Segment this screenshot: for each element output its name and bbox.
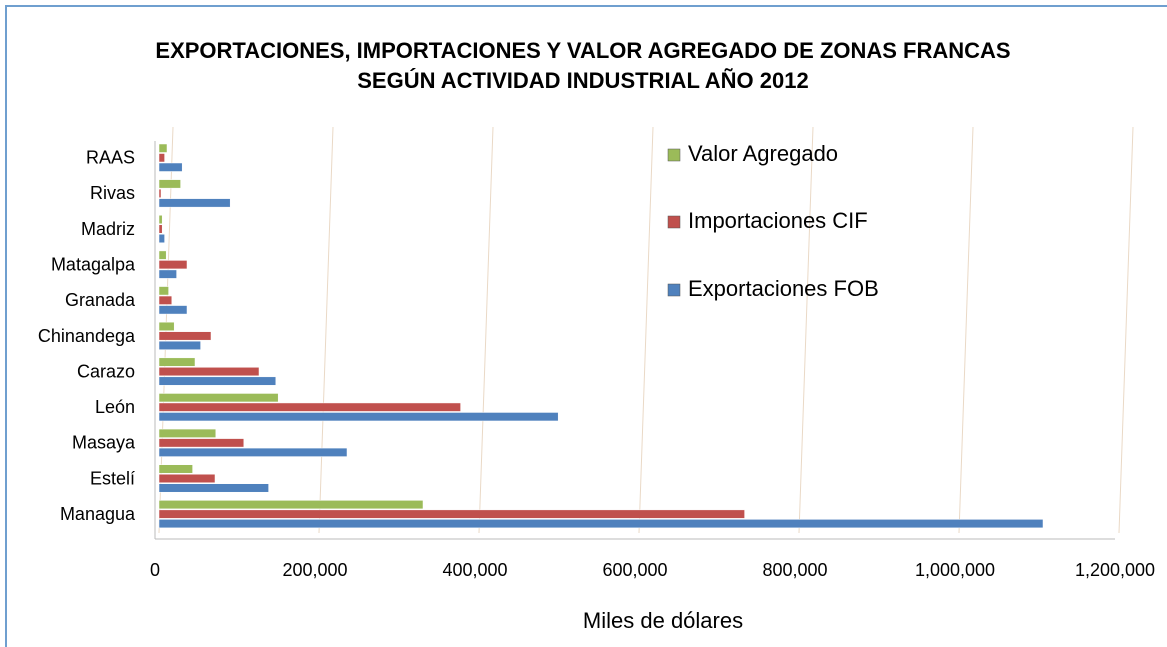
grid-line xyxy=(318,126,334,534)
y-tick-label: Estelí xyxy=(90,468,135,488)
bar xyxy=(158,464,193,474)
x-tick-label: 800,000 xyxy=(762,560,827,580)
legend-label: Exportaciones FOB xyxy=(688,276,879,301)
bar xyxy=(158,393,279,403)
bar xyxy=(158,153,165,163)
y-tick-label: Granada xyxy=(65,290,136,310)
bar xyxy=(158,224,163,234)
bar xyxy=(158,321,175,331)
bar xyxy=(158,215,163,225)
bar xyxy=(158,305,188,315)
bar xyxy=(158,179,181,189)
legend-swatch xyxy=(667,148,681,162)
bar xyxy=(158,519,1044,529)
grid-line xyxy=(478,126,494,534)
y-tick-label: RAAS xyxy=(86,148,135,168)
frame xyxy=(5,5,1167,647)
y-tick-label: Madriz xyxy=(81,219,135,239)
y-tick-label: León xyxy=(95,397,135,417)
bar xyxy=(158,188,162,198)
legend-label: Valor Agregado xyxy=(688,141,838,166)
legend-label: Importaciones CIF xyxy=(688,208,868,233)
bar xyxy=(158,162,183,172)
bar xyxy=(158,331,212,341)
y-tick-label: Matagalpa xyxy=(51,254,136,274)
x-axis-title: Miles de dólares xyxy=(583,608,743,633)
y-tick-label: Masaya xyxy=(72,433,136,453)
bar xyxy=(158,269,177,279)
grid-line xyxy=(958,126,974,534)
bar xyxy=(158,402,461,412)
bar xyxy=(158,376,277,386)
y-tick-label: Chinandega xyxy=(38,326,136,346)
grid-line xyxy=(638,126,654,534)
bar xyxy=(158,260,188,270)
y-tick-label: Managua xyxy=(60,504,136,524)
x-tick-label: 0 xyxy=(150,560,160,580)
y-tick-label: Carazo xyxy=(77,361,135,381)
x-tick-label: 400,000 xyxy=(442,560,507,580)
x-tick-label: 1,000,000 xyxy=(915,560,995,580)
bar xyxy=(158,198,231,208)
bar xyxy=(158,500,424,510)
bar xyxy=(158,357,196,367)
bar xyxy=(158,438,245,448)
bar xyxy=(158,428,217,438)
x-tick-label: 200,000 xyxy=(282,560,347,580)
chart-title: EXPORTACIONES, IMPORTACIONES Y VALOR AGR… xyxy=(155,38,1010,63)
legend-swatch xyxy=(667,215,681,229)
bar xyxy=(158,509,745,519)
x-tick-label: 1,200,000 xyxy=(1075,560,1155,580)
bar xyxy=(158,412,559,422)
grid-line xyxy=(798,126,814,534)
grid-line xyxy=(1118,126,1134,534)
bar xyxy=(158,295,173,305)
bar xyxy=(158,483,269,493)
bar xyxy=(158,286,169,296)
bar xyxy=(158,234,165,244)
bar xyxy=(158,367,260,377)
bar xyxy=(158,250,167,260)
x-tick-label: 600,000 xyxy=(602,560,667,580)
y-tick-label: Rivas xyxy=(90,183,135,203)
bar xyxy=(158,473,216,483)
bar xyxy=(158,143,168,153)
bar xyxy=(158,447,348,457)
bar xyxy=(158,340,201,350)
chart-subtitle: SEGÚN ACTIVIDAD INDUSTRIAL AÑO 2012 xyxy=(357,68,808,93)
legend-swatch xyxy=(667,283,681,297)
